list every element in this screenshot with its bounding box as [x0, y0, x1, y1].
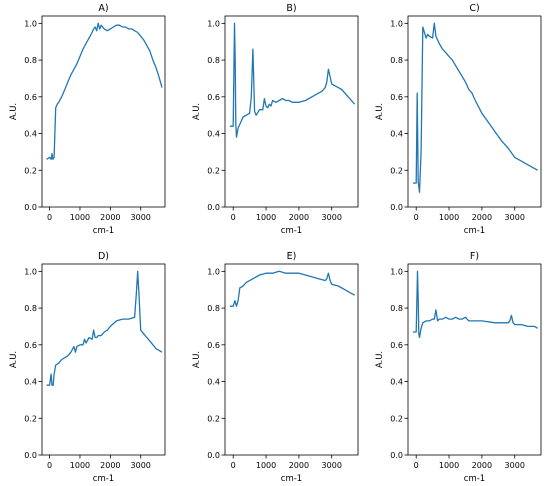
axes-frame — [41, 15, 166, 208]
y-tick-label: 0.6 — [390, 93, 403, 102]
y-tick-label: 0.2 — [207, 414, 220, 423]
x-tick-label: 3000 — [322, 213, 342, 222]
y-tick-label: 1.0 — [24, 267, 37, 276]
x-tick-label: 3000 — [131, 213, 151, 222]
chart-title: C) — [469, 3, 479, 14]
axes-frame — [407, 263, 542, 456]
y-tick-label: 1.0 — [390, 267, 403, 276]
y-tick-label: 0.4 — [24, 378, 37, 387]
x-tick-label: 3000 — [322, 461, 342, 470]
y-tick-label: 1.0 — [24, 19, 37, 28]
y-tick-label: 0.4 — [207, 378, 220, 387]
y-tick-label: 0.6 — [24, 93, 37, 102]
x-tick-label: 0 — [47, 461, 52, 470]
x-tick-label: 0 — [414, 213, 419, 222]
chart-title: B) — [286, 3, 296, 14]
y-axis-label: A.U. — [9, 351, 19, 368]
y-tick-label: 0.4 — [207, 130, 220, 139]
y-tick-label: 0.2 — [390, 414, 403, 423]
x-tick-label: 3000 — [505, 461, 525, 470]
x-tick-label: 2000 — [472, 461, 492, 470]
chart-title: F) — [470, 251, 479, 262]
x-tick-label: 0 — [414, 461, 419, 470]
y-tick-label: 0.0 — [207, 203, 220, 212]
y-axis-label: A.U. — [9, 103, 19, 120]
x-tick-label: 2000 — [289, 213, 309, 222]
y-axis-label: A.U. — [192, 103, 202, 120]
x-tick-label: 1000 — [256, 213, 276, 222]
y-tick-label: 0.8 — [24, 304, 37, 313]
y-tick-label: 1.0 — [390, 19, 403, 28]
x-axis-label: cm-1 — [93, 226, 114, 236]
y-tick-label: 0.6 — [207, 93, 220, 102]
panel-c: 0 1000 2000 3000 0.0 0.2 0.4 0.6 0.8 1.0 C) cm-1 A.U… — [375, 3, 542, 236]
y-tick-label: 0.6 — [207, 341, 220, 350]
y-tick-label: 0.0 — [390, 203, 403, 212]
x-axis-label: cm-1 — [464, 474, 485, 484]
x-tick-label: 0 — [47, 213, 52, 222]
x-tick-label: 1000 — [70, 213, 90, 222]
y-tick-label: 1.0 — [207, 19, 220, 28]
y-tick-label: 0.2 — [24, 414, 37, 423]
series-line — [412, 22, 539, 193]
axes-frame — [224, 15, 359, 208]
y-tick-label: 0.2 — [207, 166, 220, 175]
x-axis-label: cm-1 — [281, 474, 302, 484]
axes-frame — [41, 263, 166, 456]
panel-a: 0 1000 2000 3000 0.0 0.2 0.4 0.6 0.8 1.0 A) cm-1 A.U… — [9, 3, 166, 236]
x-tick-label: 2000 — [100, 213, 120, 222]
axes-frame — [407, 15, 542, 208]
x-tick-label: 3000 — [131, 461, 151, 470]
axes-frame — [224, 263, 359, 456]
panel-f: 0 1000 2000 3000 0.0 0.2 0.4 0.6 0.8 1.0 F) cm-1 A.U… — [375, 251, 542, 484]
y-tick-label: 0.0 — [24, 203, 37, 212]
panel-d: 0 1000 2000 3000 0.0 0.2 0.4 0.6 0.8 1.0 D) cm-1 A.U… — [9, 251, 166, 484]
y-tick-label: 0.4 — [24, 130, 37, 139]
x-tick-label: 0 — [231, 461, 236, 470]
x-tick-label: 2000 — [289, 461, 309, 470]
series-line — [46, 22, 163, 160]
x-axis-label: cm-1 — [464, 226, 485, 236]
x-tick-label: 1000 — [70, 461, 90, 470]
y-tick-label: 0.2 — [390, 166, 403, 175]
chart-title: E) — [287, 251, 297, 262]
y-axis-label: A.U. — [375, 103, 385, 120]
chart-title: D) — [98, 251, 109, 262]
y-tick-label: 0.2 — [24, 166, 37, 175]
x-tick-label: 3000 — [505, 213, 525, 222]
x-tick-label: 1000 — [256, 461, 276, 470]
x-axis-label: cm-1 — [93, 474, 114, 484]
x-tick-label: 0 — [231, 213, 236, 222]
x-tick-label: 2000 — [472, 213, 492, 222]
y-tick-label: 0.0 — [24, 451, 37, 460]
y-tick-label: 0.8 — [207, 304, 220, 313]
series-line — [46, 270, 163, 386]
y-tick-label: 0.8 — [390, 56, 403, 65]
chart-title: A) — [98, 3, 108, 14]
series-line — [229, 22, 356, 138]
panel-e: 0 1000 2000 3000 0.0 0.2 0.4 0.6 0.8 1.0 E) cm-1 A.U… — [192, 251, 359, 484]
y-tick-label: 0.6 — [24, 341, 37, 350]
x-tick-label: 1000 — [439, 213, 459, 222]
y-tick-label: 0.0 — [207, 451, 220, 460]
y-tick-label: 0.8 — [390, 304, 403, 313]
y-tick-label: 0.0 — [390, 451, 403, 460]
panel-b: 0 1000 2000 3000 0.0 0.2 0.4 0.6 0.8 1.0 B) cm-1 A.U… — [192, 3, 359, 236]
y-tick-label: 0.4 — [390, 130, 403, 139]
y-tick-label: 0.4 — [390, 378, 403, 387]
y-tick-label: 0.8 — [207, 56, 220, 65]
y-axis-label: A.U. — [192, 351, 202, 368]
y-tick-label: 1.0 — [207, 267, 220, 276]
y-axis-label: A.U. — [375, 351, 385, 368]
x-axis-label: cm-1 — [281, 226, 302, 236]
x-tick-label: 2000 — [100, 461, 120, 470]
series-line — [412, 270, 539, 339]
y-tick-label: 0.8 — [24, 56, 37, 65]
series-line — [229, 270, 356, 307]
y-tick-label: 0.6 — [390, 341, 403, 350]
x-tick-label: 1000 — [439, 461, 459, 470]
